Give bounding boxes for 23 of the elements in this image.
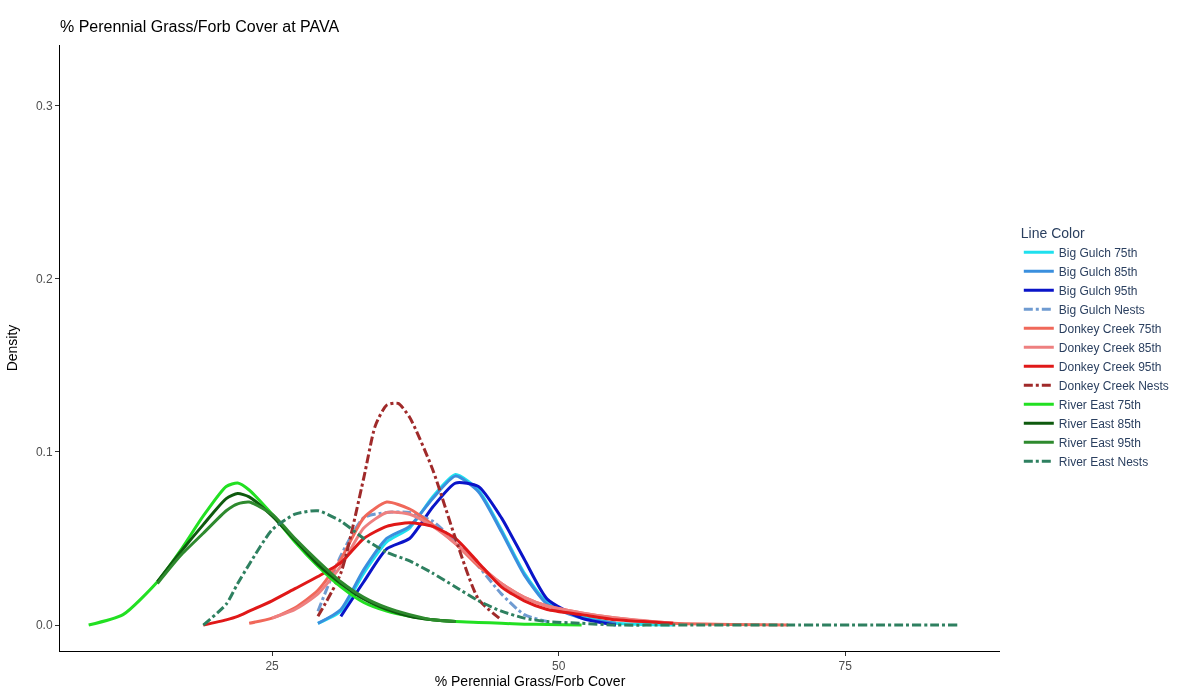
y-axis-title: Density — [3, 324, 20, 372]
x-tick-label: 50 — [551, 659, 566, 674]
legend-label: River East Nests — [1058, 454, 1149, 469]
legend-label: Donkey Creek 85th — [1058, 340, 1162, 355]
legend-label: River East 75th — [1058, 397, 1141, 412]
legend-label: Donkey Creek 75th — [1058, 321, 1162, 336]
legend-title: Line Color — [1020, 224, 1085, 241]
legend-label: Donkey Creek 95th — [1058, 359, 1162, 374]
x-axis-title: % Perennial Grass/Forb Cover — [434, 673, 626, 690]
y-tick-label: 0.1 — [35, 445, 53, 460]
chart-title: % Perennial Grass/Forb Cover at PAVA — [60, 18, 340, 36]
legend-label: River East 95th — [1058, 435, 1141, 450]
legend-label: Big Gulch 75th — [1058, 245, 1138, 260]
legend-label: Big Gulch 95th — [1058, 283, 1138, 298]
y-tick-label: 0.2 — [35, 271, 53, 286]
y-tick-label: 0.0 — [35, 618, 53, 633]
legend-label: River East 85th — [1058, 416, 1141, 431]
x-tick-label: 75 — [838, 659, 853, 674]
y-tick-label: 0.3 — [35, 98, 53, 113]
x-tick-label: 25 — [265, 659, 280, 674]
legend-label: Big Gulch Nests — [1058, 302, 1145, 317]
legend-label: Donkey Creek Nests — [1058, 378, 1169, 393]
legend-label: Big Gulch 85th — [1058, 264, 1138, 279]
